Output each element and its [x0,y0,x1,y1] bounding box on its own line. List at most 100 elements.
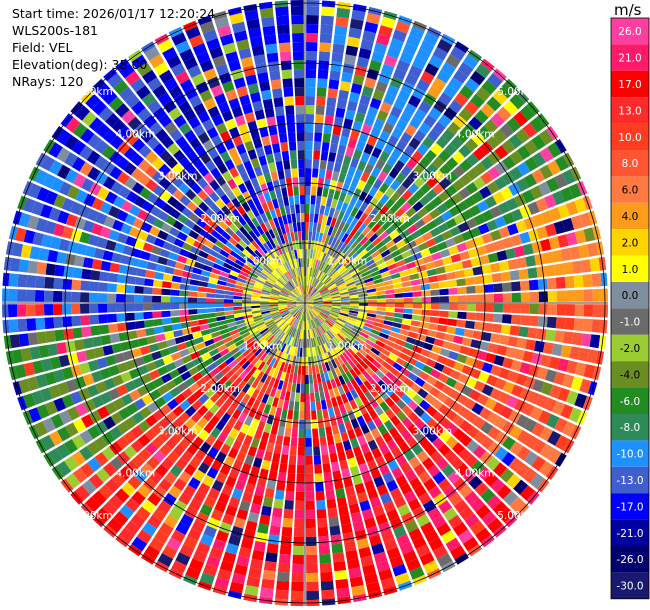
velocity-gate [154,237,165,248]
velocity-gate [519,105,535,121]
velocity-gate [439,248,451,258]
velocity-gate [327,316,337,323]
velocity-gate [278,306,288,310]
velocity-gate [342,223,350,233]
velocity-gate [298,297,305,303]
velocity-gate [431,398,443,410]
velocity-gate [42,173,56,189]
velocity-gate [278,265,286,274]
velocity-gate [272,314,281,320]
velocity-gate [342,325,352,333]
velocity-gate [312,319,318,328]
velocity-gate [345,321,355,328]
velocity-gate [109,262,120,273]
velocity-gate [413,463,426,477]
velocity-gate [272,359,280,369]
velocity-gate [386,479,399,492]
velocity-gate [279,390,286,400]
velocity-gate [319,287,328,294]
velocity-gate [347,334,356,343]
velocity-gate [155,333,166,342]
velocity-gate [131,54,148,70]
velocity-gate [574,304,584,317]
velocity-gate [329,70,341,81]
velocity-gate [130,153,144,167]
velocity-gate [299,311,303,321]
velocity-gate [326,266,334,275]
velocity-gate [361,328,371,336]
velocity-gate [404,520,419,533]
velocity-gate [152,318,163,327]
velocity-gate [487,426,501,440]
velocity-gate [171,63,186,77]
velocity-gate [385,294,395,299]
velocity-gate [418,492,432,506]
velocity-gate [292,374,298,384]
velocity-gate [320,445,329,456]
velocity-gate [239,443,250,454]
velocity-gate [309,277,314,286]
velocity-gate [254,319,264,325]
velocity-gate [307,311,312,321]
velocity-gate [448,245,459,256]
velocity-gate [290,364,295,375]
velocity-gate [168,345,179,354]
velocity-gate [433,492,447,507]
velocity-gate [18,378,31,394]
velocity-gate [235,366,245,377]
velocity-gate [250,418,260,429]
velocity-gate [320,24,333,35]
velocity-gate [289,293,298,299]
velocity-gate [96,357,108,369]
velocity-gate [179,195,191,207]
velocity-gate [480,171,494,185]
velocity-gate [207,487,220,500]
velocity-gate [580,259,592,273]
velocity-gate [413,405,425,418]
velocity-gate [107,73,123,89]
velocity-gate [237,342,247,351]
velocity-gate [271,259,279,268]
velocity-gate [305,356,308,366]
velocity-gate [592,304,602,318]
velocity-gate [94,436,108,451]
velocity-gate [549,207,562,222]
velocity-gate [435,331,446,340]
velocity-gate [109,426,123,440]
velocity-gate [242,308,252,313]
velocity-gate [319,159,327,170]
velocity-gate [330,534,342,545]
velocity-gate [147,492,162,507]
velocity-gate [162,203,174,215]
velocity-gate [58,410,72,425]
velocity-gate [225,505,238,517]
velocity-gate [320,399,327,410]
velocity-gate [311,231,316,241]
velocity-gate [453,234,465,245]
velocity-gate [71,315,82,327]
range-ring-label: 2.00km [200,213,240,225]
velocity-gate [224,455,235,468]
velocity-gate [322,408,329,419]
velocity-gate [502,155,516,170]
velocity-gate [358,303,368,306]
velocity-gate [365,229,375,240]
colorbar-swatch [611,70,649,98]
velocity-gate [196,342,207,351]
velocity-gate [347,249,356,259]
velocity-gate [225,318,236,324]
velocity-gate [226,405,236,416]
velocity-gate [188,116,201,129]
velocity-gate [358,132,369,144]
velocity-gate [400,275,411,282]
velocity-gate [419,321,430,329]
velocity-gate [487,150,501,165]
velocity-gate [395,422,407,434]
velocity-gate [265,280,274,287]
velocity-gate [65,117,81,133]
velocity-gate [329,328,337,337]
velocity-gate [199,441,212,454]
velocity-gate [404,469,417,482]
velocity-gate [458,484,473,499]
velocity-gate [363,451,374,463]
